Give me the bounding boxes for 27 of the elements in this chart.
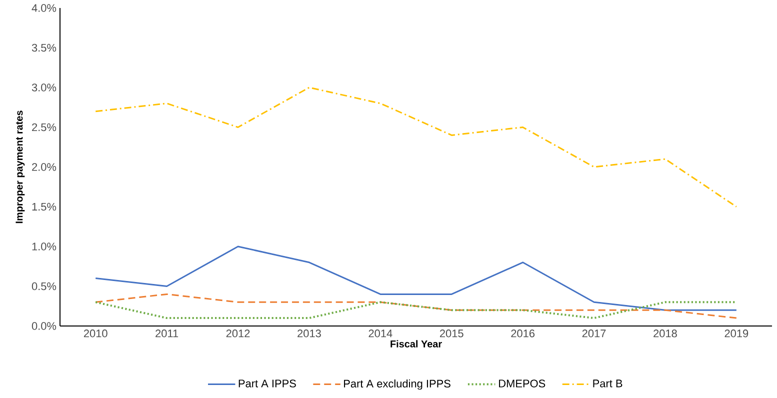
x-tick-label: 2017 <box>582 330 606 338</box>
y-tick-label: 1.5% <box>32 202 56 211</box>
x-tick-label: 2018 <box>654 330 677 338</box>
x-tick-label: 2016 <box>511 330 535 338</box>
legend-label: Part B <box>593 380 622 388</box>
x-tick-label: 2019 <box>724 330 748 338</box>
y-tick-label: 3.5% <box>32 44 56 52</box>
line-series <box>94 246 738 311</box>
y-tick-label: 4.0% <box>32 4 56 12</box>
x-axis-title: Fiscal Year <box>390 340 442 348</box>
legend-label: DMEPOS <box>499 380 546 388</box>
y-tick-label: 3.0% <box>32 84 56 92</box>
y-axis-title: Improper payment rates <box>16 110 25 224</box>
y-tick-label: 0.0% <box>32 322 56 330</box>
legend-label: Part A excluding IPPS <box>344 379 450 390</box>
legend-label: Part A IPPS <box>238 380 296 388</box>
x-tick-label: 2012 <box>226 330 250 338</box>
x-tick-label: 2015 <box>440 330 464 338</box>
y-tick-label: 2.0% <box>32 163 56 171</box>
y-tick-label: 1.0% <box>32 242 56 250</box>
x-tick-label: 2011 <box>156 330 178 338</box>
x-tick-label: 2014 <box>368 330 392 338</box>
x-tick-label: 2013 <box>298 330 321 338</box>
line-series <box>94 86 738 208</box>
y-tick-label: 0.5% <box>32 282 56 290</box>
y-tick-label: 2.5% <box>32 123 56 132</box>
x-tick-label: 2010 <box>84 330 108 338</box>
